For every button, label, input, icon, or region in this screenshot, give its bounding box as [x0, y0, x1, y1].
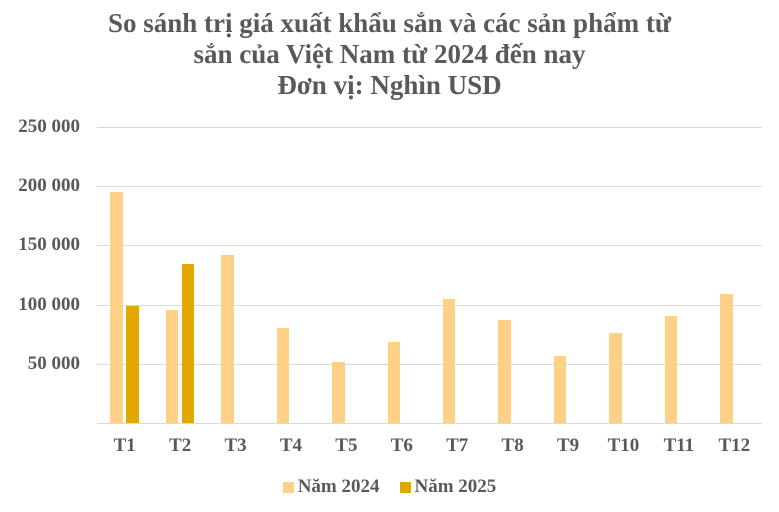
y-tick-label: 50 000 [27, 352, 80, 374]
x-tick-label: T9 [556, 435, 580, 456]
bar-t2-năm-2024 [165, 309, 179, 423]
x-tick-label: T10 [607, 435, 640, 456]
x-tick-label: T5 [335, 435, 358, 456]
gridline [97, 363, 762, 365]
gridline [97, 186, 762, 188]
chart-title-line-2: sắn của Việt Nam từ 2024 đến nay [193, 39, 586, 69]
bar-t9-năm-2024 [553, 356, 567, 423]
x-tick-label: T1 [113, 435, 136, 456]
chart-title: So sánh trị giá xuất khẩu sắn và các sản… [0, 8, 779, 101]
chart-title-line-3: Đơn vị: Nghìn USD [277, 70, 502, 100]
x-tick-label: T8 [501, 435, 524, 456]
bar-t7-năm-2024 [442, 299, 456, 423]
legend-item-2024: Năm 2024 [282, 476, 380, 498]
bar-t10-năm-2024 [609, 333, 622, 423]
x-tick-label: T3 [224, 435, 247, 456]
y-tick-label: 200 000 [18, 175, 80, 197]
legend-swatch-2025 [399, 481, 411, 493]
x-tick-label: T2 [169, 435, 192, 456]
bar-t6-năm-2024 [387, 341, 401, 423]
bar-t11-năm-2024 [664, 315, 678, 423]
y-tick-label: 250 000 [18, 116, 80, 137]
x-tick-label: T12 [718, 435, 751, 456]
bar-t3-năm-2024 [221, 254, 234, 423]
plot-area [97, 127, 762, 424]
y-tick-label: 100 000 [18, 293, 80, 315]
gridline [97, 423, 762, 424]
x-tick-label: T4 [279, 435, 303, 456]
gridline [97, 245, 762, 247]
x-tick-label: T7 [446, 435, 469, 456]
bar-t8-năm-2024 [498, 320, 511, 423]
legend-item-2025: Năm 2025 [399, 476, 497, 498]
bar-t4-năm-2024 [276, 328, 290, 423]
y-tick-label: 150 000 [18, 234, 80, 256]
legend-label-2025: Năm 2025 [414, 476, 497, 497]
x-tick-label: T6 [390, 435, 413, 456]
legend: Năm 2024 Năm 2025 [0, 476, 779, 498]
gridline [97, 127, 762, 128]
chart-title-line-1: So sánh trị giá xuất khẩu sắn và các sản… [107, 8, 672, 38]
gridline [97, 304, 762, 306]
bar-t2-năm-2025 [181, 263, 195, 423]
bar-t5-năm-2024 [332, 362, 345, 423]
legend-swatch-2024 [282, 481, 294, 493]
x-tick-label: T11 [663, 435, 695, 456]
bar-t12-năm-2024 [720, 293, 733, 423]
bar-t1-năm-2025 [126, 306, 139, 423]
legend-label-2024: Năm 2024 [297, 476, 380, 497]
bar-t1-năm-2024 [110, 192, 123, 423]
